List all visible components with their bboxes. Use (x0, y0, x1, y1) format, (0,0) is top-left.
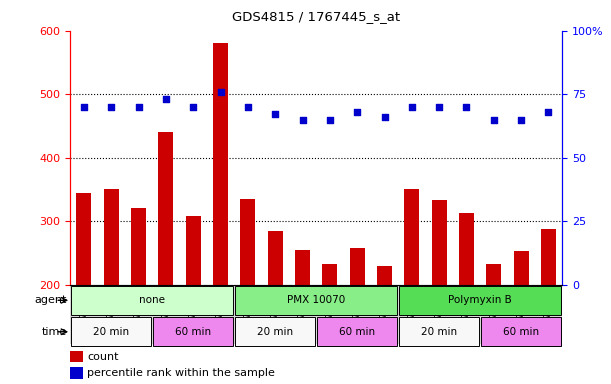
Bar (186, 216, 201, 285)
Point (79, 104, 89, 110)
Bar (459, 213, 474, 285)
Bar (76, 192, 92, 285)
Bar (235, 317, 315, 346)
Bar (131, 209, 146, 285)
Bar (399, 286, 562, 315)
Text: 60 min: 60 min (503, 327, 539, 337)
Bar (349, 248, 365, 285)
Point (216, 89, 225, 95)
Point (325, 116, 335, 122)
Point (434, 104, 444, 110)
Bar (399, 317, 479, 346)
Point (106, 104, 116, 110)
Point (461, 104, 471, 110)
Bar (541, 229, 556, 285)
Bar (71, 317, 152, 346)
Text: GDS4815 / 1767445_s_at: GDS4815 / 1767445_s_at (232, 10, 400, 23)
Bar (514, 251, 529, 285)
Point (544, 109, 554, 115)
Bar (481, 317, 562, 346)
Bar (158, 132, 174, 285)
Bar (486, 264, 501, 285)
Bar (317, 317, 397, 346)
Text: Polymyxin B: Polymyxin B (448, 295, 512, 305)
Point (379, 114, 389, 120)
Bar (235, 286, 397, 315)
Bar (377, 265, 392, 285)
Text: 60 min: 60 min (175, 327, 211, 337)
Point (298, 116, 307, 122)
Bar (323, 264, 337, 285)
Point (516, 116, 526, 122)
Text: 20 min: 20 min (93, 327, 130, 337)
Point (243, 104, 253, 110)
Point (188, 104, 198, 110)
Point (270, 111, 280, 118)
Point (489, 116, 499, 122)
Bar (104, 189, 119, 285)
Point (161, 96, 171, 102)
Text: percentile rank within the sample: percentile rank within the sample (87, 368, 276, 378)
Bar (240, 199, 255, 285)
Text: 20 min: 20 min (257, 327, 293, 337)
Bar (268, 231, 283, 285)
Text: PMX 10070: PMX 10070 (287, 295, 345, 305)
Bar (213, 43, 228, 285)
Text: none: none (139, 295, 165, 305)
Bar (295, 250, 310, 285)
Bar (71, 286, 233, 315)
Point (134, 104, 144, 110)
Text: agent: agent (35, 295, 67, 305)
Text: 60 min: 60 min (339, 327, 375, 337)
Text: time: time (42, 327, 67, 337)
Bar (431, 200, 447, 285)
Bar (70, 351, 82, 362)
Text: 20 min: 20 min (421, 327, 457, 337)
Bar (153, 317, 233, 346)
Bar (70, 367, 82, 379)
Point (407, 104, 417, 110)
Point (353, 109, 362, 115)
Bar (404, 189, 419, 285)
Text: count: count (87, 352, 119, 362)
